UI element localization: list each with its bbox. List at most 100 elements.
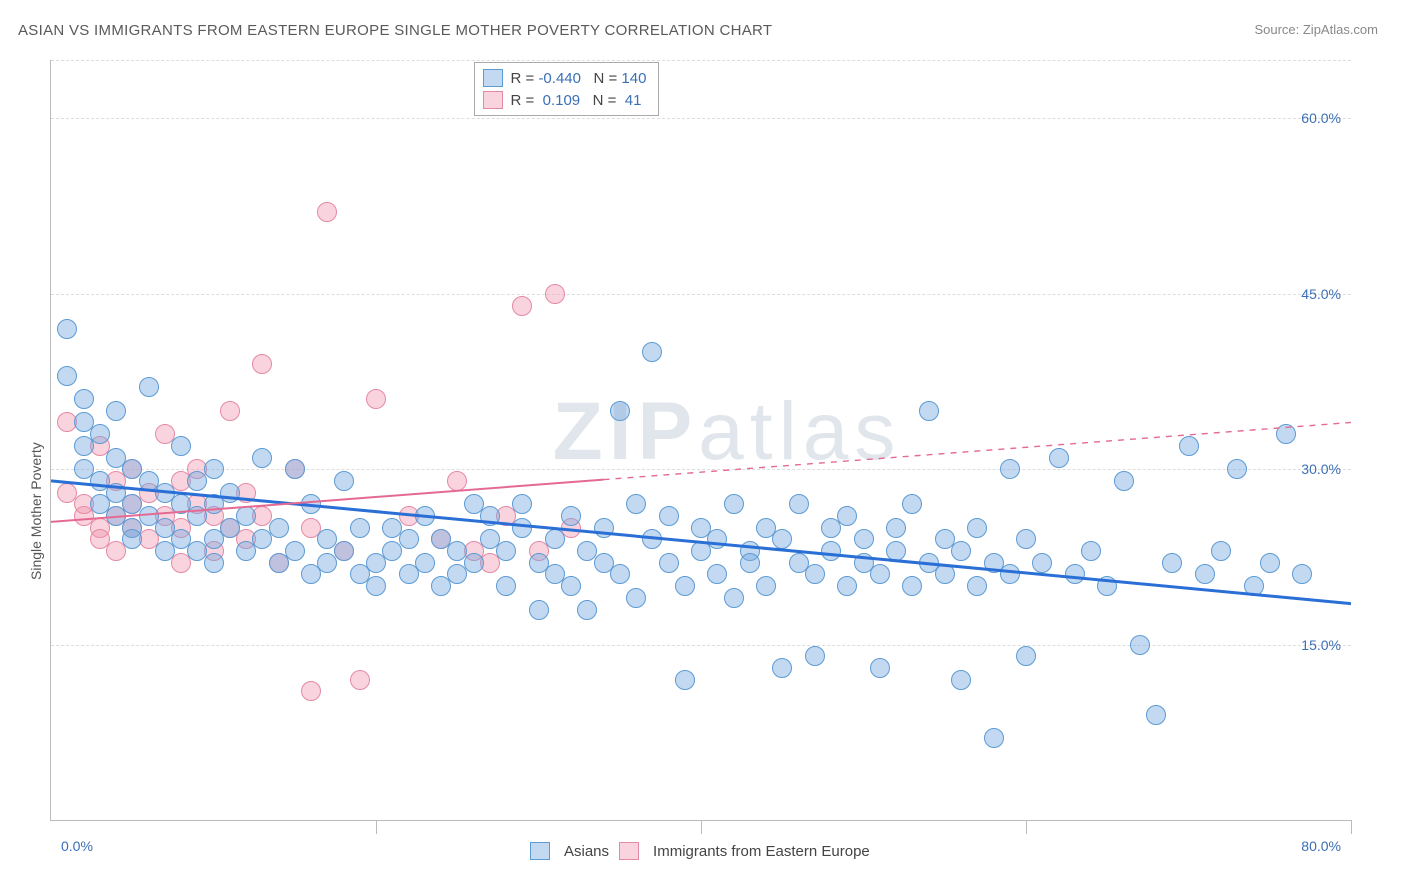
data-point [886,518,906,538]
data-point [334,541,354,561]
data-point [935,564,955,584]
data-point [415,506,435,526]
data-point [707,564,727,584]
data-point [772,658,792,678]
gridline-h [51,60,1351,61]
data-point [610,401,630,421]
scatter-plot-area: 15.0%30.0%45.0%60.0%0.0%80.0%ZIPatlasR =… [50,60,1351,821]
x-tick-label-left: 0.0% [61,838,93,854]
data-point [837,576,857,596]
data-point [740,553,760,573]
data-point [366,389,386,409]
data-point [561,576,581,596]
data-point [984,728,1004,748]
data-point [821,541,841,561]
data-point [1227,459,1247,479]
data-point [1097,576,1117,596]
data-point [1211,541,1231,561]
y-axis-label: Single Mother Poverty [28,442,44,580]
data-point [951,670,971,690]
gridline-v [701,820,702,834]
data-point [1130,635,1150,655]
data-point [870,564,890,584]
data-point [967,576,987,596]
data-point [1260,553,1280,573]
data-point [1244,576,1264,596]
y-tick-label: 60.0% [1301,110,1341,126]
data-point [204,553,224,573]
data-point [496,576,516,596]
data-point [724,588,744,608]
data-point [561,506,581,526]
data-point [805,646,825,666]
gridline-h [51,469,1351,470]
data-point [919,401,939,421]
data-point [399,529,419,549]
data-point [772,529,792,549]
gridline-v [376,820,377,834]
data-point [854,529,874,549]
legend-item: Asians [530,842,609,860]
data-point [74,389,94,409]
data-point [447,471,467,491]
data-point [594,518,614,538]
legend-bottom: Asians Immigrants from Eastern Europe [530,842,870,860]
data-point [1049,448,1069,468]
data-point [480,506,500,526]
legend-series-label: Immigrants from Eastern Europe [653,843,870,860]
data-point [951,541,971,561]
data-point [837,506,857,526]
data-point [707,529,727,549]
data-point [269,518,289,538]
data-point [334,471,354,491]
data-point [529,600,549,620]
data-point [577,600,597,620]
data-point [886,541,906,561]
y-tick-label: 30.0% [1301,461,1341,477]
data-point [301,681,321,701]
data-point [350,670,370,690]
data-point [724,494,744,514]
data-point [902,576,922,596]
gridline-v [1351,820,1352,834]
data-point [57,366,77,386]
data-point [902,494,922,514]
data-point [1114,471,1134,491]
data-point [545,529,565,549]
data-point [967,518,987,538]
legend-swatch [483,69,503,87]
data-point [626,588,646,608]
legend-series-label: Asians [564,843,609,860]
data-point [171,436,191,456]
data-point [659,506,679,526]
data-point [220,483,240,503]
data-point [204,459,224,479]
x-tick-label-right: 80.0% [1301,838,1341,854]
data-point [220,401,240,421]
data-point [675,670,695,690]
data-point [252,354,272,374]
data-point [285,541,305,561]
data-point [512,296,532,316]
data-point [1179,436,1199,456]
data-point [545,284,565,304]
data-point [106,401,126,421]
legend-correlation-box: R = -0.440 N = 140 R = 0.109 N = 41 [474,62,660,116]
legend-row: R = -0.440 N = 140 [483,67,647,89]
source-link[interactable]: ZipAtlas.com [1303,22,1378,37]
data-point [496,541,516,561]
gridline-v [1026,820,1027,834]
gridline-h [51,118,1351,119]
data-point [1016,646,1036,666]
data-point [350,518,370,538]
data-point [870,658,890,678]
data-point [1081,541,1101,561]
legend-stats-text: R = 0.109 N = 41 [511,92,642,109]
source-attribution: Source: ZipAtlas.com [1254,22,1378,37]
data-point [642,529,662,549]
data-point [512,518,532,538]
data-point [756,576,776,596]
data-point [1146,705,1166,725]
data-point [122,529,142,549]
data-point [366,576,386,596]
